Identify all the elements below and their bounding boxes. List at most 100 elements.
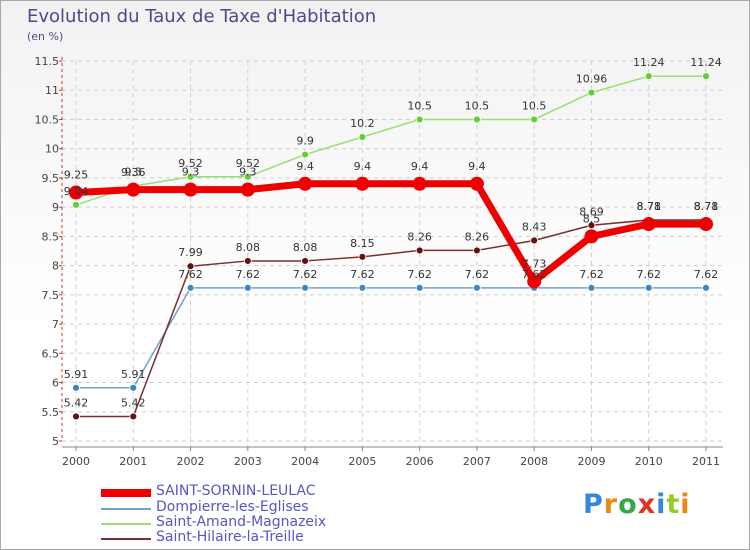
y-tick-label: 6.5 xyxy=(42,347,60,360)
x-tick-label: 2009 xyxy=(577,455,605,468)
data-point xyxy=(415,246,424,255)
proxiti-logo[interactable]: Proxiti xyxy=(583,489,691,520)
data-label: 11.24 xyxy=(690,56,722,69)
x-tick-label: 2010 xyxy=(635,455,663,468)
legend-label: Saint-Hilaire-la-Treille xyxy=(156,529,304,545)
data-label: 8.43 xyxy=(522,220,547,233)
data-point xyxy=(527,274,542,289)
axis-layer: 5 5.5 6 6.5 7 7.5 8 8.5 9 9.5 10 10.5 11 11.5 2000 2001… xyxy=(35,55,723,468)
x-tick-label: 2001 xyxy=(119,455,147,468)
legend-label: SAINT-SORNIN-LEULAC xyxy=(156,483,316,499)
data-label: 8.26 xyxy=(465,230,490,243)
data-label: 10.5 xyxy=(522,99,547,112)
data-point xyxy=(587,283,596,292)
data-label: 8.71 xyxy=(694,200,719,213)
data-point xyxy=(72,383,80,392)
series-line-3 xyxy=(76,219,706,418)
data-label: 9.4 xyxy=(411,160,429,173)
data-point xyxy=(355,176,370,191)
data-label: 7.73 xyxy=(522,257,547,270)
data-label: 9.9 xyxy=(296,135,314,148)
data-point xyxy=(298,176,313,191)
data-label: 8.71 xyxy=(636,200,661,213)
data-point xyxy=(587,88,596,97)
data-point xyxy=(473,246,481,255)
data-point xyxy=(358,283,367,292)
data-label: 7.62 xyxy=(694,268,719,281)
data-point xyxy=(301,150,309,159)
y-tick-label: 9 xyxy=(52,201,59,214)
x-tick-label: 2006 xyxy=(406,455,434,468)
x-tick-label: 2005 xyxy=(348,455,376,468)
x-tick-label: 2008 xyxy=(520,455,548,468)
data-point xyxy=(702,283,710,292)
legend-swatch xyxy=(101,508,151,510)
logo-letter: i xyxy=(656,489,667,520)
data-point xyxy=(415,283,424,292)
y-tick-label: 8 xyxy=(52,260,59,273)
data-label: 8.08 xyxy=(236,241,261,254)
data-point xyxy=(530,115,539,124)
data-label: 9.52 xyxy=(236,157,261,170)
data-label: 5.42 xyxy=(64,396,89,409)
legend-swatch xyxy=(101,523,151,525)
data-point xyxy=(473,115,481,124)
legend-label: Dompierre-les-Eglises xyxy=(156,499,309,515)
logo-letter: x xyxy=(637,489,657,520)
data-label: 8.78 xyxy=(694,200,719,213)
data-label: 11.24 xyxy=(633,56,665,69)
data-label: 10.5 xyxy=(407,99,432,112)
data-point xyxy=(644,72,653,81)
y-tick-label: 9.5 xyxy=(42,172,60,185)
grid-layer xyxy=(62,60,723,447)
y-tick-label: 11.5 xyxy=(35,55,60,68)
data-label: 7.62 xyxy=(465,268,490,281)
data-label: 9.4 xyxy=(354,160,372,173)
legend-swatch xyxy=(101,538,151,540)
data-label: 9.52 xyxy=(178,157,203,170)
data-label: 8.26 xyxy=(407,230,432,243)
legend-swatch xyxy=(101,489,151,497)
data-label: 5.42 xyxy=(121,396,146,409)
y-tick-label: 10 xyxy=(45,143,59,156)
data-label: 8.15 xyxy=(350,237,375,250)
data-point xyxy=(186,172,195,181)
data-point xyxy=(69,185,83,200)
data-label: 9.3 xyxy=(182,166,200,179)
data-label: 7.62 xyxy=(236,268,261,281)
y-tick-label: 11 xyxy=(45,84,59,97)
data-label: 8.78 xyxy=(636,200,661,213)
data-label: 9.36 xyxy=(121,166,146,179)
data-label: 9.4 xyxy=(468,160,486,173)
data-point xyxy=(129,383,138,392)
x-tick-label: 2004 xyxy=(291,455,319,468)
x-tick-label: 2002 xyxy=(177,455,205,468)
data-label: 10.2 xyxy=(350,117,375,130)
x-tick-label: 2007 xyxy=(463,455,491,468)
data-point xyxy=(72,200,80,209)
data-label-layer: 9.25 9.3 9.3 9.3 9.4 9.4 9.4 9.4 7.73 8.5 8.71 8.71… xyxy=(64,56,722,409)
x-tick-label: 2000 xyxy=(62,455,90,468)
y-tick-label: 7.5 xyxy=(42,289,60,302)
logo-letter: r xyxy=(603,489,619,520)
series-line-0 xyxy=(75,180,706,285)
data-label: 7.62 xyxy=(522,268,547,281)
logo-letter: P xyxy=(583,489,604,520)
data-label: 7.99 xyxy=(178,246,203,259)
data-point xyxy=(72,412,80,421)
series-layer xyxy=(69,72,713,421)
data-label: 5.91 xyxy=(121,368,146,381)
data-label: 8.08 xyxy=(293,241,318,254)
chart-title: Evolution du Taux de Taxe d'Habitation xyxy=(27,6,377,27)
data-label: 9.3 xyxy=(239,166,257,179)
data-point xyxy=(243,257,252,265)
data-point xyxy=(301,257,309,265)
data-label: 7.62 xyxy=(293,268,318,281)
data-point xyxy=(530,236,539,245)
y-tick-label: 5.5 xyxy=(42,406,60,419)
data-point xyxy=(186,283,195,292)
data-point xyxy=(584,229,599,244)
y-tick-label: 8.5 xyxy=(42,230,60,243)
